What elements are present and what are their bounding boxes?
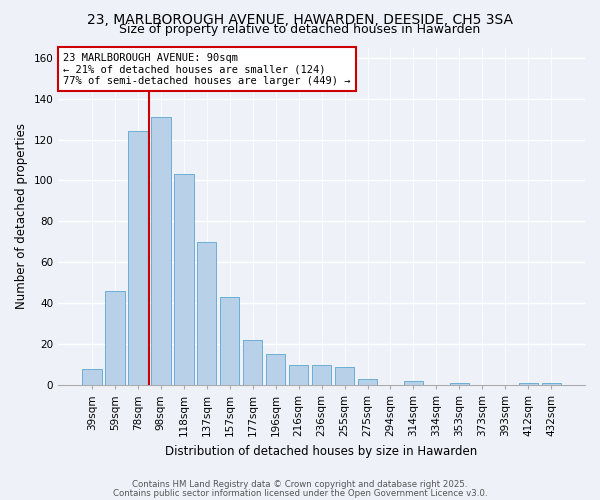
Text: Size of property relative to detached houses in Hawarden: Size of property relative to detached ho… <box>119 22 481 36</box>
Bar <box>197 242 217 385</box>
Bar <box>220 297 239 385</box>
Bar <box>266 354 286 385</box>
Bar <box>243 340 262 385</box>
Text: Contains public sector information licensed under the Open Government Licence v3: Contains public sector information licen… <box>113 488 487 498</box>
Y-axis label: Number of detached properties: Number of detached properties <box>15 124 28 310</box>
Bar <box>404 381 423 385</box>
Bar <box>449 383 469 385</box>
Bar <box>335 366 355 385</box>
Bar <box>82 368 101 385</box>
Bar <box>289 364 308 385</box>
Bar <box>312 364 331 385</box>
X-axis label: Distribution of detached houses by size in Hawarden: Distribution of detached houses by size … <box>166 444 478 458</box>
Bar <box>518 383 538 385</box>
Bar <box>542 383 561 385</box>
Bar <box>128 132 148 385</box>
Bar <box>358 379 377 385</box>
Text: Contains HM Land Registry data © Crown copyright and database right 2025.: Contains HM Land Registry data © Crown c… <box>132 480 468 489</box>
Bar <box>105 291 125 385</box>
Text: 23, MARLBOROUGH AVENUE, HAWARDEN, DEESIDE, CH5 3SA: 23, MARLBOROUGH AVENUE, HAWARDEN, DEESID… <box>87 12 513 26</box>
Text: 23 MARLBOROUGH AVENUE: 90sqm
← 21% of detached houses are smaller (124)
77% of s: 23 MARLBOROUGH AVENUE: 90sqm ← 21% of de… <box>64 52 351 86</box>
Bar <box>151 117 170 385</box>
Bar <box>174 174 194 385</box>
